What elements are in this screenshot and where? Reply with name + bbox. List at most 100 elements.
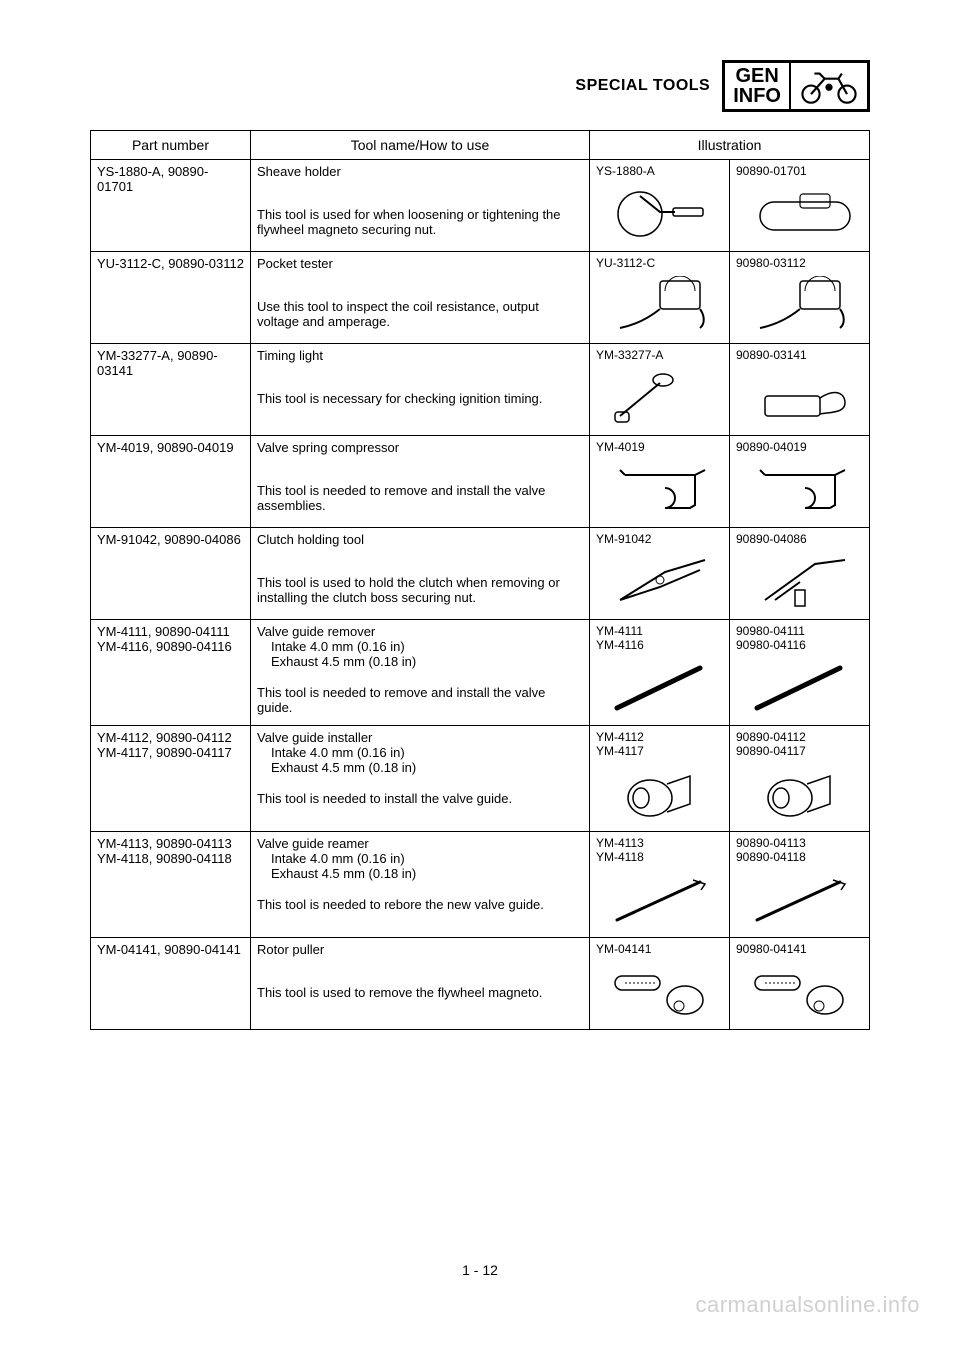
tool-description: Use this tool to inspect the coil resist… — [257, 299, 583, 329]
tool-description: This tool is needed to remove and instal… — [257, 483, 583, 513]
page-number: 1 - 12 — [0, 1262, 960, 1278]
col-tool-name: Tool name/How to use — [251, 131, 590, 160]
tool-illustration-icon — [596, 764, 723, 827]
illustration-left-cell: YM-04141 — [590, 938, 730, 1030]
illustration-label: YM-91042 — [596, 532, 723, 546]
tool-cell: Timing lightThis tool is necessary for c… — [251, 344, 590, 436]
badge-line2: INFO — [733, 86, 781, 106]
tool-description: This tool is used for when loosening or … — [257, 207, 583, 237]
tool-sub-line: Exhaust 4.5 mm (0.18 in) — [257, 760, 583, 775]
illustration-label: YM-04141 — [596, 942, 723, 956]
table-row: YU-3112-C, 90890-03112 Pocket tester Use t… — [91, 252, 870, 344]
tool-illustration-icon — [736, 184, 863, 247]
tool-name: Valve guide remover — [257, 624, 583, 639]
table-row: YM-4111, 90890-04111 YM-4116, 90890-0411… — [91, 620, 870, 726]
illustration-right-cell: 90890-04019 — [730, 436, 870, 528]
illustration-label: 90890-03141 — [736, 348, 863, 362]
illustration-right-cell: 90890-04113 90890-04118 — [730, 832, 870, 938]
illustration-left-cell: YS-1880-A — [590, 160, 730, 252]
illustration-label: YM-4113 YM-4118 — [596, 836, 723, 864]
tool-name: Pocket tester — [257, 256, 583, 271]
illustration-right-cell: 90890-03141 — [730, 344, 870, 436]
part-number-cell: YM-4019, 90890-04019 — [91, 436, 251, 528]
tool-cell: Valve spring compressor This tool is need… — [251, 436, 590, 528]
badge-line1: GEN — [733, 66, 781, 86]
table-row: YM-4019, 90890-04019Valve spring compres… — [91, 436, 870, 528]
illustration-label: 90890-04113 90890-04118 — [736, 836, 863, 864]
col-part-number: Part number — [91, 131, 251, 160]
table-header-row: Part number Tool name/How to use Illustr… — [91, 131, 870, 160]
tool-sub-line: Exhaust 4.5 mm (0.18 in) — [257, 654, 583, 669]
tool-description: This tool is needed to install the valve… — [257, 791, 583, 806]
illustration-label: 90890-04112 90890-04117 — [736, 730, 863, 758]
illustration-label: 90980-04111 90980-04116 — [736, 624, 863, 652]
illustration-label: YU-3112-C — [596, 256, 723, 270]
illustration-left-cell: YM-4112 YM-4117 — [590, 726, 730, 832]
badge-text: GEN INFO — [725, 63, 789, 109]
part-number-cell: YS-1880-A, 90890-01701 — [91, 160, 251, 252]
tool-illustration-icon — [736, 658, 863, 721]
illustration-label: YM-4111 YM-4116 — [596, 624, 723, 652]
illustration-right-cell: 90980-04141 — [730, 938, 870, 1030]
tool-sub-line: Exhaust 4.5 mm (0.18 in) — [257, 866, 583, 881]
illustration-label: 90980-03112 — [736, 256, 863, 270]
tool-illustration-icon — [596, 460, 723, 523]
tool-cell: Valve guide reamerIntake 4.0 mm (0.16 in… — [251, 832, 590, 938]
part-number-cell: YM-91042, 90890-04086 — [91, 528, 251, 620]
watermark: carmanualsonline.info — [695, 1292, 920, 1318]
tool-illustration-icon — [736, 276, 863, 339]
tool-illustration-icon — [596, 962, 723, 1025]
tool-name: Clutch holding tool — [257, 532, 583, 547]
tool-name: Valve spring compressor — [257, 440, 583, 455]
tool-description: This tool is used to remove the flywheel… — [257, 985, 583, 1000]
tool-sub-line: Intake 4.0 mm (0.16 in) — [257, 745, 583, 760]
tool-illustration-icon — [736, 962, 863, 1025]
part-number-cell: YM-4111, 90890-04111 YM-4116, 90890-0411… — [91, 620, 251, 726]
illustration-label: YM-4112 YM-4117 — [596, 730, 723, 758]
tool-illustration-icon — [736, 870, 863, 933]
table-row: YM-04141, 90890-04141 Rotor puller This to… — [91, 938, 870, 1030]
illustration-label: YM-4019 — [596, 440, 723, 454]
tool-name: Valve guide installer — [257, 730, 583, 745]
tool-name: Rotor puller — [257, 942, 583, 957]
chapter-badge: GEN INFO — [722, 60, 870, 112]
tool-cell: Valve guide removerIntake 4.0 mm (0.16 i… — [251, 620, 590, 726]
part-number-cell: YM-04141, 90890-04141 — [91, 938, 251, 1030]
tool-illustration-icon — [736, 368, 863, 431]
table-row: YM-4113, 90890-04113 YM-4118, 90890-0411… — [91, 832, 870, 938]
tool-illustration-icon — [736, 552, 863, 615]
tool-cell: Rotor puller This tool is used to remove … — [251, 938, 590, 1030]
illustration-left-cell: YM-91042 — [590, 528, 730, 620]
tool-illustration-icon — [736, 764, 863, 827]
illustration-left-cell: YM-4019 — [590, 436, 730, 528]
illustration-label: 90890-04086 — [736, 532, 863, 546]
tool-sub-line: Intake 4.0 mm (0.16 in) — [257, 639, 583, 654]
illustration-right-cell: 90890-04112 90890-04117 — [730, 726, 870, 832]
part-number-cell: YU-3112-C, 90890-03112 — [91, 252, 251, 344]
tool-illustration-icon — [596, 184, 723, 247]
illustration-label: 90980-04141 — [736, 942, 863, 956]
col-illustration: Illustration — [590, 131, 870, 160]
table-row: YM-33277-A, 90890-03141Timing lightThis … — [91, 344, 870, 436]
part-number-cell: YM-4112, 90890-04112 YM-4117, 90890-0411… — [91, 726, 251, 832]
illustration-label: 90890-04019 — [736, 440, 863, 454]
illustration-label: 90890-01701 — [736, 164, 863, 178]
tool-description: This tool is used to hold the clutch whe… — [257, 575, 583, 605]
illustration-right-cell: 90890-04086 — [730, 528, 870, 620]
tool-illustration-icon — [596, 368, 723, 431]
illustration-left-cell: YM-4111 YM-4116 — [590, 620, 730, 726]
tool-description: This tool is necessary for checking igni… — [257, 391, 583, 406]
tool-cell: Clutch holding tool This tool is used to … — [251, 528, 590, 620]
tool-illustration-icon — [736, 460, 863, 523]
illustration-left-cell: YM-4113 YM-4118 — [590, 832, 730, 938]
illustration-right-cell: 90890-01701 — [730, 160, 870, 252]
tool-sub-line: Intake 4.0 mm (0.16 in) — [257, 851, 583, 866]
tool-illustration-icon — [596, 276, 723, 339]
special-tools-table: Part number Tool name/How to use Illustr… — [90, 130, 870, 1030]
tool-name: Sheave holder — [257, 164, 583, 179]
table-row: YM-91042, 90890-04086Clutch holding tool… — [91, 528, 870, 620]
tool-cell: Sheave holder This tool is used for when … — [251, 160, 590, 252]
part-number-cell: YM-33277-A, 90890-03141 — [91, 344, 251, 436]
tool-description: This tool is needed to remove and instal… — [257, 685, 583, 715]
tool-illustration-icon — [596, 658, 723, 721]
